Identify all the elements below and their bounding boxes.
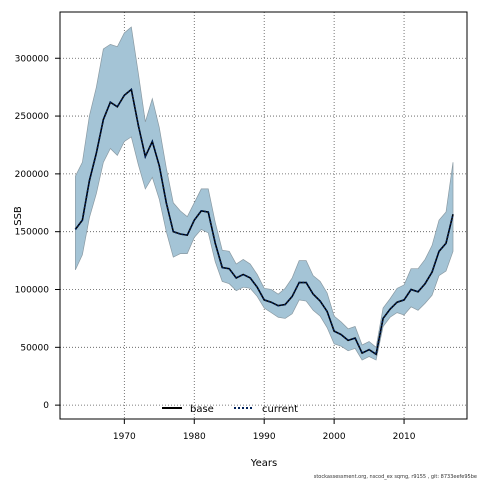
x-tick-label: 1970 — [113, 432, 136, 442]
x-tick-label: 2010 — [393, 432, 416, 442]
legend-label-base: base — [190, 404, 214, 415]
y-axis-title: SSB — [13, 206, 24, 226]
y-tick-label: 150000 — [15, 228, 50, 238]
legend: base current — [162, 404, 298, 415]
y-tick-label: 250000 — [15, 112, 50, 122]
x-tick-label: 2000 — [323, 432, 346, 442]
series-lines — [74, 87, 454, 356]
confidence-band — [75, 26, 454, 361]
footer-text: stockassessment.org, nscod_ex sqmg, r915… — [314, 474, 477, 480]
y-tick-label: 200000 — [15, 170, 50, 180]
x-tick-label: 1980 — [183, 432, 206, 442]
legend-label-current: current — [262, 404, 298, 415]
y-tick-label: 50000 — [20, 343, 49, 353]
y-tick-label: 100000 — [15, 286, 50, 296]
y-tick-label: 300000 — [15, 54, 50, 64]
x-axis-title: Years — [250, 458, 277, 469]
y-axis: 0 50000 100000 150000 200000 250000 300000 — [15, 54, 60, 411]
y-tick-label: 0 — [43, 401, 49, 411]
x-axis: 1970 1980 1990 2000 2010 — [113, 419, 416, 442]
confidence-band-group — [75, 26, 454, 361]
x-tick-label: 1990 — [253, 432, 276, 442]
series-line-base — [74, 87, 454, 356]
plot-frame — [59, 11, 468, 420]
